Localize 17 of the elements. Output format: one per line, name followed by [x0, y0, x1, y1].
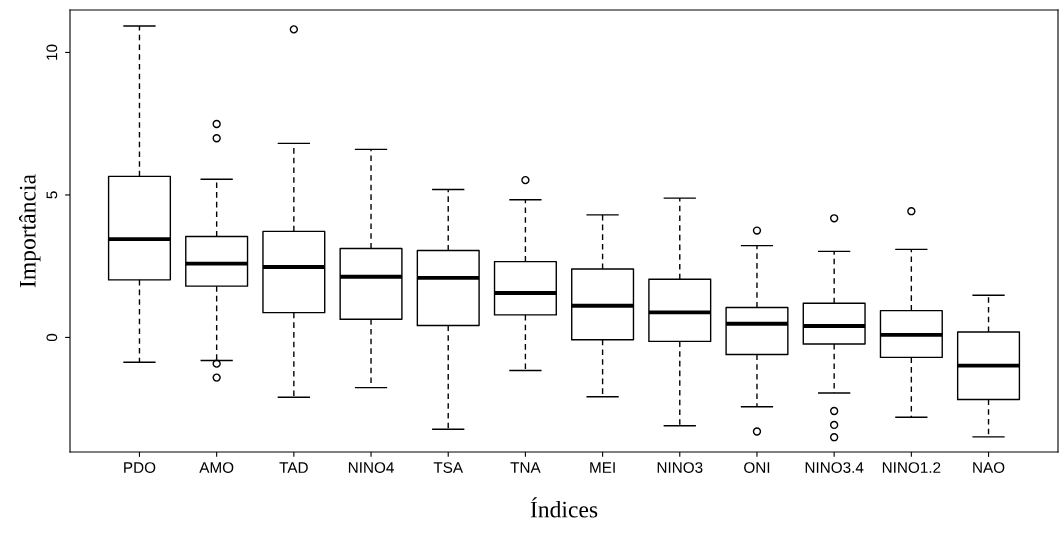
- y-tick-label: 0: [46, 333, 58, 342]
- x-tick-label: NINO3.4: [805, 462, 864, 473]
- x-tick-label: NAO: [973, 462, 1005, 473]
- x-tick-label: NINO4: [348, 462, 394, 473]
- x-tick-label: MEI: [590, 462, 615, 473]
- x-tick-label: NINO1.2: [882, 462, 941, 473]
- y-tick-label: 5: [46, 191, 58, 199]
- y-axis-title: Importância: [19, 174, 41, 288]
- x-tick-label: NINO3: [657, 462, 703, 473]
- x-tick-label: AMO: [199, 462, 234, 473]
- x-tick-label: TAD: [279, 462, 308, 473]
- x-tick-label: PDO: [124, 462, 156, 473]
- x-tick-label: TSA: [433, 462, 464, 473]
- y-tick-label: 10: [46, 44, 58, 60]
- x-axis-title: Índices: [530, 497, 598, 518]
- x-tick-label: ONI: [744, 462, 770, 473]
- x-tick-label: TNA: [510, 462, 541, 473]
